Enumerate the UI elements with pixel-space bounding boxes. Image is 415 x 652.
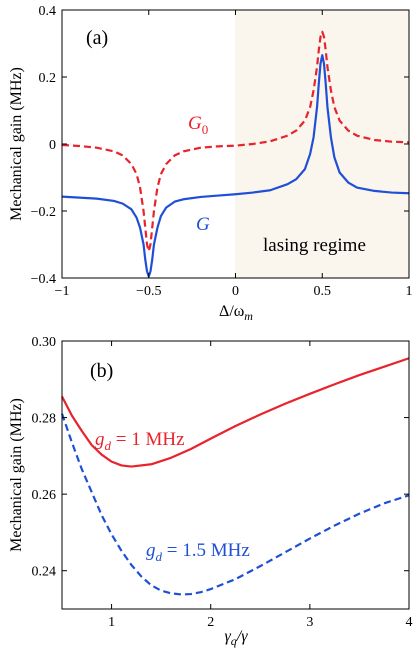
panel-b-xtick-label: 4 xyxy=(406,615,413,630)
series-label-g: G xyxy=(196,214,210,235)
panel-a: −1 −0.5 0 0.5 1 −0.4 −0.2 0 0.2 0.4 (a) G0 G lasi… xyxy=(8,4,413,323)
panel-b-frame xyxy=(61,340,410,610)
panel-a-ytick-label: 0 xyxy=(49,138,56,153)
panel-b-ytick-label: 0.26 xyxy=(32,488,57,503)
panel-b-ytick-label: 0.28 xyxy=(32,412,57,427)
panel-a-ytick-label: 0.4 xyxy=(39,4,57,19)
panel-a-series xyxy=(61,30,410,278)
panel-a-xtick-label: 0.5 xyxy=(314,284,332,299)
panel-a-ytick-label: −0.4 xyxy=(31,272,56,287)
panel-b-ytick-label: 0.30 xyxy=(32,335,57,350)
panel-a-ytick-label: 0.2 xyxy=(39,71,57,86)
panel-a-xtick-label: −0.5 xyxy=(136,284,161,299)
panel-b-series xyxy=(60,357,410,596)
panel-b-xtick-label: 3 xyxy=(306,615,313,630)
panel-a-ticks: −1 −0.5 0 0.5 1 −0.4 −0.2 0 0.2 0.4 xyxy=(31,4,413,299)
panel-b-label: (b) xyxy=(90,360,113,382)
series-label-gd-1: gd = 1 MHz xyxy=(95,429,185,453)
panel-b-ylabel: Mechanical gain (MHz) xyxy=(8,398,25,552)
panel-b: 1 2 3 4 0.24 0.26 0.28 0.30 (b) gd = 1 MHz gd =… xyxy=(8,335,413,648)
panel-b-ticks: 1 2 3 4 0.24 0.26 0.28 0.30 xyxy=(32,335,413,630)
panel-b-xtick-label: 2 xyxy=(207,615,214,630)
panel-a-label: (a) xyxy=(86,27,108,49)
panel-a-series-1-line xyxy=(61,54,410,278)
panel-a-ylabel: Mechanical gain (MHz) xyxy=(8,67,25,221)
lasing-regime-label: lasing regime xyxy=(263,235,366,256)
panel-b-xlabel: γq/γ xyxy=(224,628,248,648)
panel-b-xtick-label: 1 xyxy=(108,615,115,630)
panel-a-xtick-label: 1 xyxy=(406,284,413,299)
series-label-g0: G0 xyxy=(188,113,208,137)
panel-a-ytick-label: −0.2 xyxy=(31,205,56,220)
panel-a-xlabel: Δ/ωm xyxy=(219,303,253,323)
panel-a-xtick-label: 0 xyxy=(232,284,239,299)
series-label-gd-1-5: gd = 1.5 MHz xyxy=(146,540,250,564)
panel-b-series-0-line xyxy=(61,357,410,468)
panel-b-series-1-line xyxy=(60,413,410,596)
panel-a-xtick-label: −1 xyxy=(55,284,70,299)
panel-b-ytick-label: 0.24 xyxy=(32,565,57,580)
